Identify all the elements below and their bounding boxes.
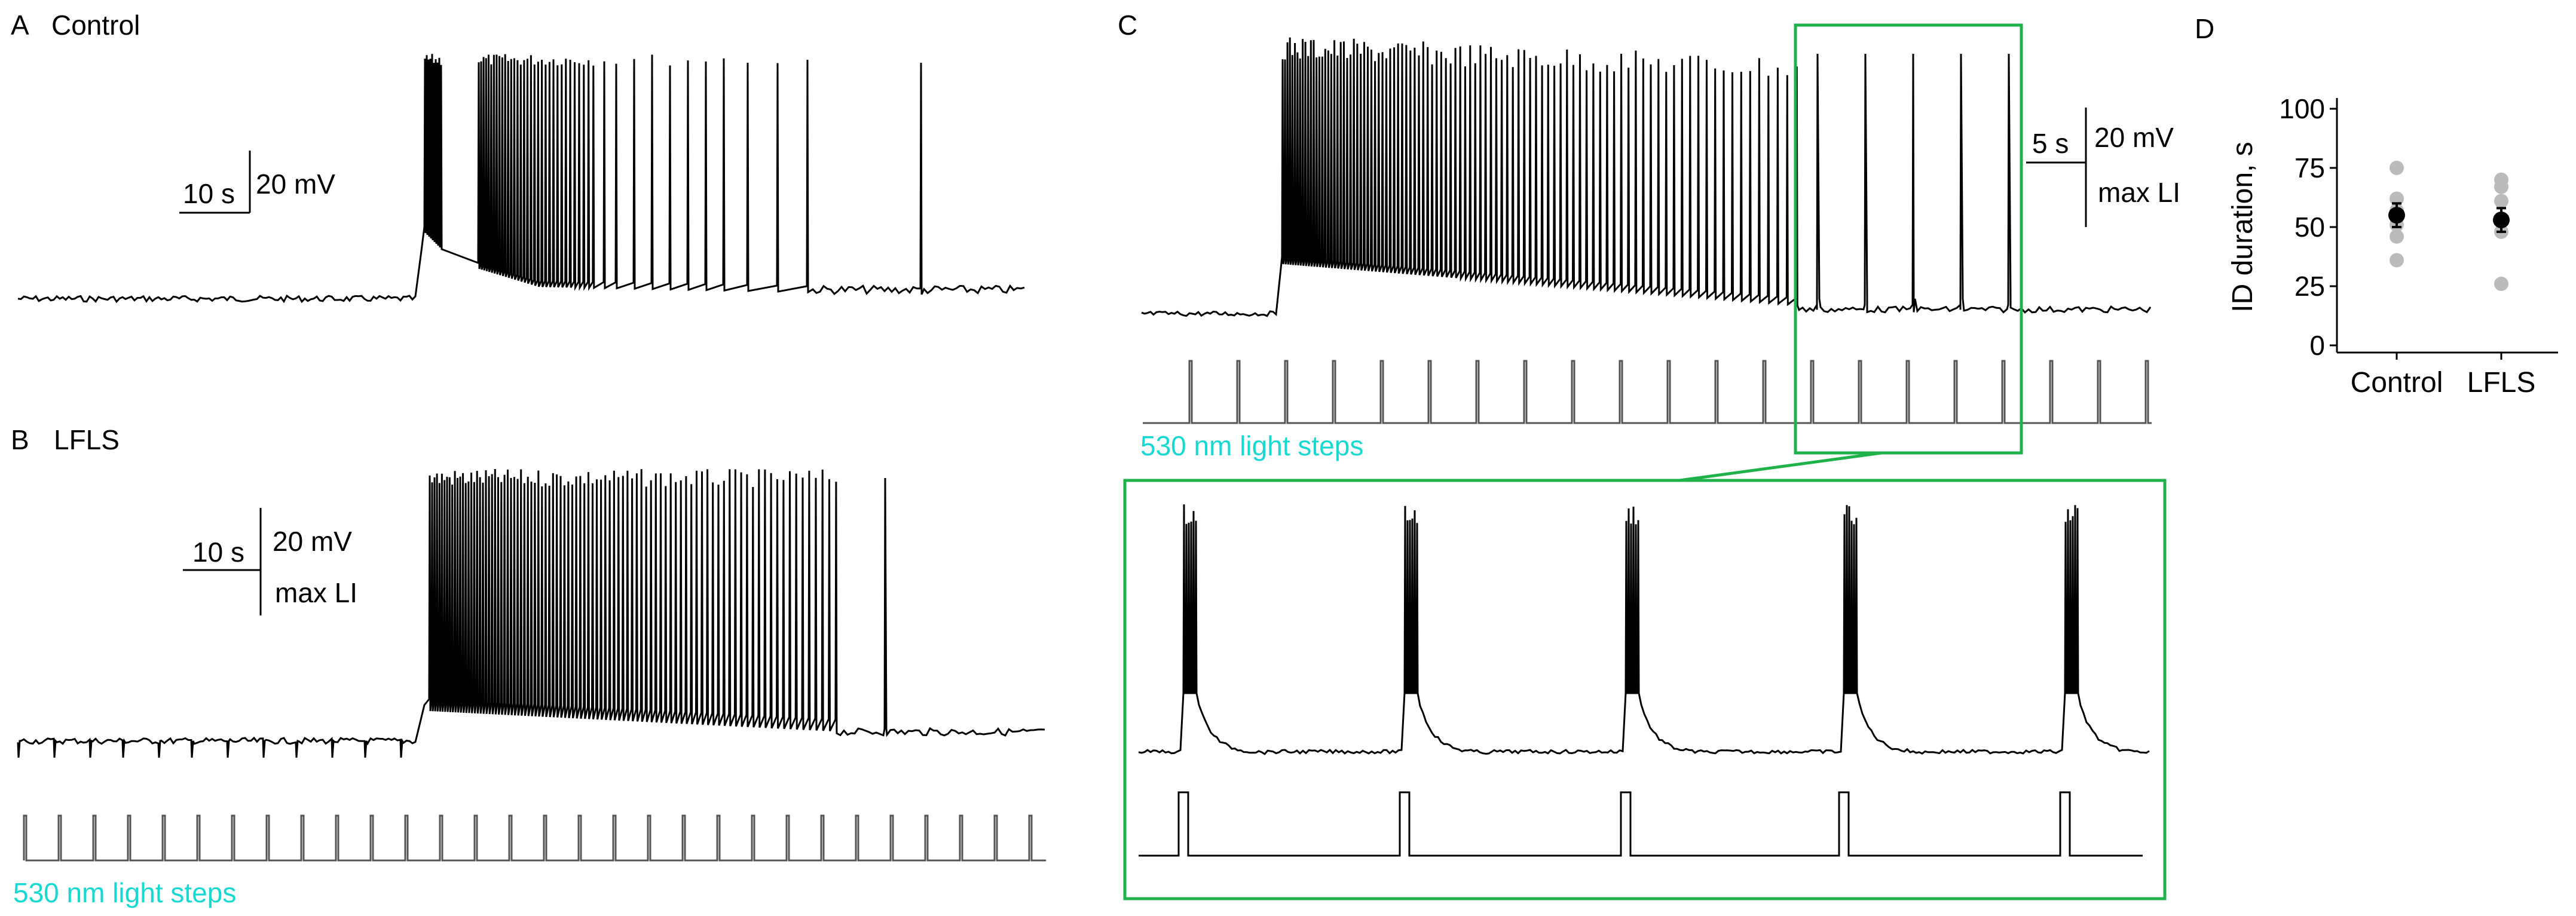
panel-b-scale-voltage: 20 mV [273,526,352,557]
x-tick-label: LFLS [2467,367,2536,399]
panel-b-title: LFLS [54,424,120,455]
panel-a-scale-time: 10 s [183,178,235,209]
y-tick-label: 0 [2309,330,2325,361]
zoom-inset-voltage-trace [1138,504,2150,755]
panel-a-title: Control [51,10,140,41]
panel-b-scale-time: 10 s [192,537,244,568]
panel-b: B LFLS 10 s 20 mV max LI 530 nm light st… [11,424,1046,908]
panel-c-letter: C [1118,10,1137,41]
panel-d-chart: 0 25 50 75 100 Control LFLS ID duration, s [2227,93,2558,399]
mean-point [2388,207,2405,224]
y-tick-label: 50 [2294,212,2325,243]
y-tick-label: 75 [2294,152,2325,183]
mean-point [2493,212,2510,229]
panel-a-scale-bar: 10 s 20 mV [179,151,335,214]
y-tick-label: 25 [2294,271,2325,302]
y-axis-label: ID duration, s [2227,142,2259,312]
panel-c-scale-time: 5 s [2032,128,2069,159]
zoom-inset-light-step-trace [1139,791,2143,857]
panel-c-voltage-trace [1141,37,2152,317]
panel-c-light-step-trace [1143,360,2152,424]
panel-b-scale-bar: 10 s 20 mV max LI [183,508,357,615]
panel-b-light-step-trace [23,814,1046,862]
panel-b-scale-light: max LI [275,577,357,608]
panel-c: C 5 s 20 mV max LI 530 nm light steps [1118,10,2180,900]
data-point [2390,253,2404,268]
panel-d-letter: D [2195,13,2214,44]
zoom-selection-box [1794,23,2023,455]
panel-c-scale-light: max LI [2098,177,2180,208]
data-point [2494,179,2508,194]
data-point [2390,161,2404,175]
panel-a: A Control 10 s 20 mV [11,10,1025,304]
data-point [2494,277,2508,292]
panel-c-scale-bar: 5 s 20 mV max LI [2026,108,2180,227]
panel-a-letter: A [11,10,29,41]
panel-b-light-steps-label: 530 nm light steps [13,877,236,908]
x-tick-label: Control [2351,367,2443,399]
panel-a-voltage-trace [17,54,1025,304]
panel-b-letter: B [11,424,29,455]
panel-c-scale-voltage: 20 mV [2094,122,2174,153]
panel-b-voltage-trace [17,468,1045,758]
zoom-inset-box [1123,479,2167,900]
panel-c-light-steps-label: 530 nm light steps [1140,430,1363,461]
data-point [2390,229,2404,244]
panel-d: D 0 25 50 75 100 Control LFLS ID duration, s [2195,13,2558,399]
zoom-connector-line [1679,451,1882,482]
data-point [2494,194,2508,209]
panel-a-scale-voltage: 20 mV [256,169,335,200]
y-tick-label: 100 [2279,93,2325,124]
